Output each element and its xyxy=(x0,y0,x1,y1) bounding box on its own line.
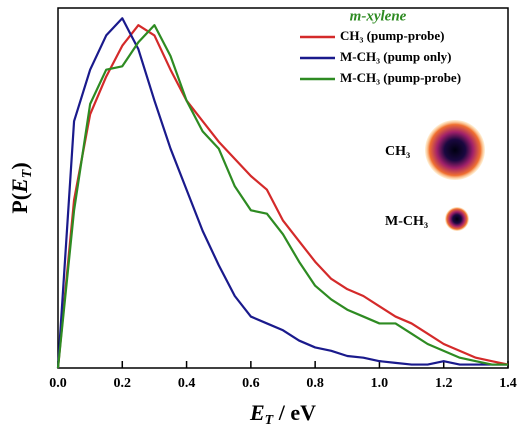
legend-label: M-CH₃ (pump-probe) xyxy=(340,70,461,85)
x-tick-label: 0.4 xyxy=(178,376,196,391)
label-part: E xyxy=(249,400,265,425)
plot-frame xyxy=(57,7,509,369)
legend-label: CH₃ (pump-probe) xyxy=(340,28,444,43)
x-tick-label: 1.4 xyxy=(499,376,517,391)
legend-title: m-xylene xyxy=(350,8,407,24)
label-part: ) xyxy=(7,162,32,169)
annotation: M-CH₃ xyxy=(385,214,428,229)
x-tick-label: 0.8 xyxy=(306,376,324,391)
y-axis-label: P(ET) xyxy=(7,162,35,213)
series-line xyxy=(56,24,508,369)
label-part: T xyxy=(20,168,35,178)
series-line xyxy=(56,24,509,369)
annotation: CH₃ xyxy=(385,144,410,159)
x-tick-label: 0.0 xyxy=(49,376,67,391)
label-part: / eV xyxy=(273,400,316,425)
image-blob xyxy=(445,207,469,231)
legend-label: M-CH₃ (pump only) xyxy=(340,49,452,64)
image-blob xyxy=(425,120,485,180)
x-tick-label: 1.0 xyxy=(371,376,389,391)
x-tick-label: 1.2 xyxy=(435,376,453,391)
label-part: E xyxy=(7,178,32,194)
x-tick-label: 0.2 xyxy=(114,376,132,391)
x-tick-label: 0.6 xyxy=(242,376,260,391)
series-line xyxy=(56,17,508,369)
label-part: T xyxy=(265,413,275,428)
x-axis-label: ET / eV xyxy=(249,400,316,428)
label-part: P( xyxy=(7,193,32,214)
